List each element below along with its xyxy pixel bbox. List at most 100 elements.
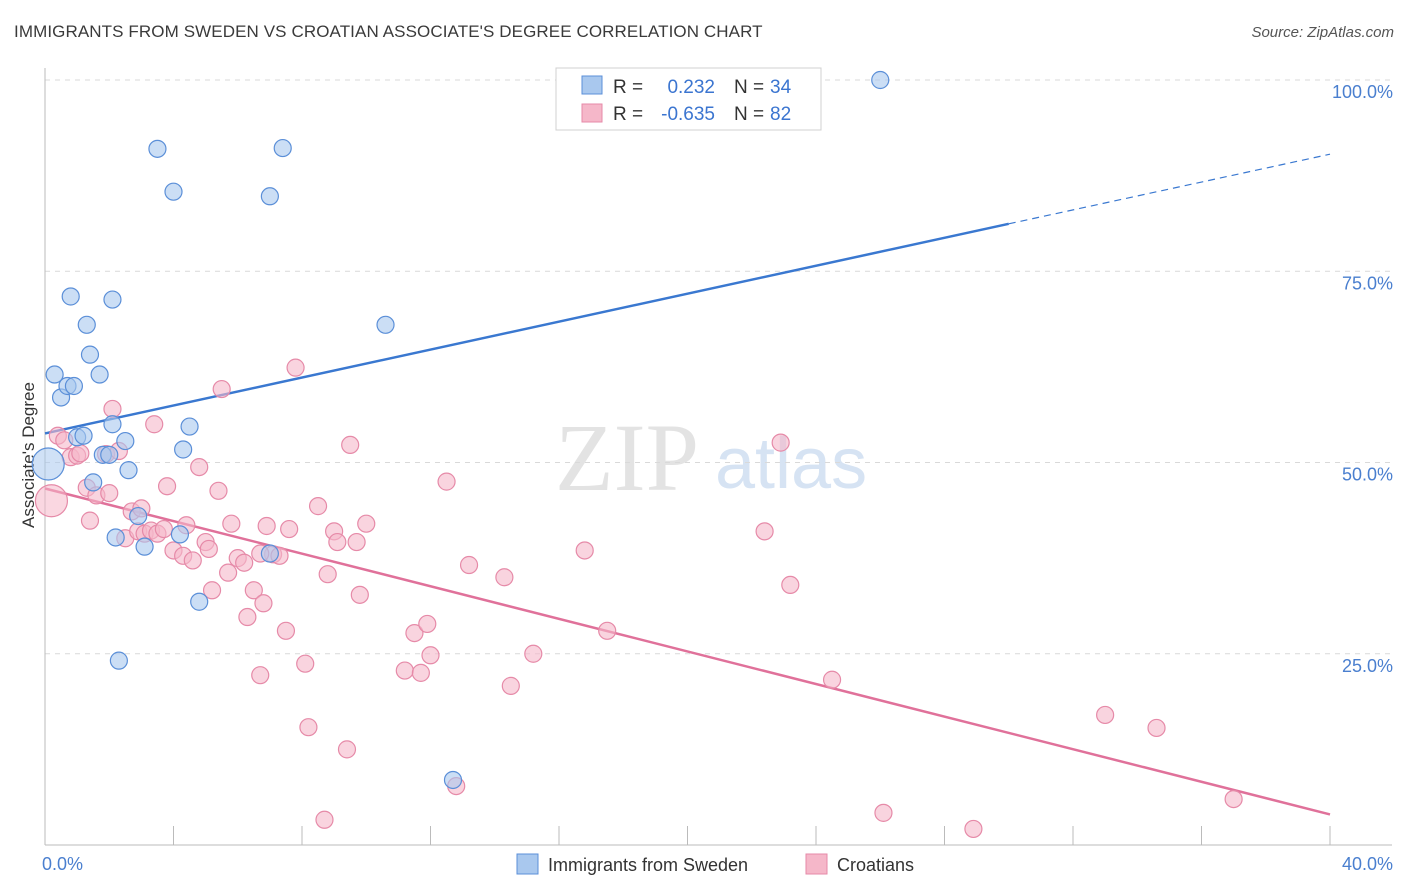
croatians-point [964, 819, 983, 839]
croatians-point [190, 457, 209, 477]
croatians-point [781, 575, 800, 595]
y-tick-label: 100.0% [1332, 82, 1393, 102]
sweden-point [103, 415, 122, 434]
croatians-point [421, 646, 440, 665]
sweden-point [103, 290, 122, 309]
croatians-point [347, 532, 366, 552]
croatians-point [395, 661, 414, 680]
croatians-point [755, 522, 774, 541]
croatians-point [219, 563, 238, 582]
sweden-point [871, 70, 890, 90]
sweden-point [174, 440, 193, 459]
croatians-point [222, 514, 241, 533]
series-legend-swatch-croatians [805, 853, 828, 875]
croatians-point [501, 676, 520, 695]
legend-n-label-1: N = [734, 77, 764, 98]
chart-title: IMMIGRANTS FROM SWEDEN VS CROATIAN ASSOC… [14, 22, 763, 41]
sweden-point [129, 506, 148, 526]
sweden-point [443, 770, 463, 790]
croatians-point [524, 644, 543, 663]
legend-r-value-1: 0.232 [667, 77, 715, 98]
croatians-point [286, 358, 305, 377]
croatians-point [254, 594, 273, 613]
croatians-point [157, 477, 177, 496]
sweden-point [61, 287, 80, 306]
croatians-point [598, 621, 617, 640]
series-legend-swatch-sweden [516, 853, 539, 875]
croatians-point [1147, 718, 1166, 738]
sweden-point [260, 544, 279, 563]
series-legend-label-croatians: Croatians [837, 855, 914, 875]
sweden-point [80, 345, 100, 364]
tick-labels: 25.0% 50.0% 75.0% 100.0% 0.0% 40.0% [42, 82, 1393, 874]
legend-n-value-2: 82 [770, 104, 791, 125]
stats-legend: R = 0.232 N = 34 R = -0.635 N = 82 [555, 67, 822, 131]
croatians-point [341, 435, 360, 455]
watermark-zip: ZIP [555, 404, 699, 511]
croatians-point [1096, 705, 1115, 725]
croatians-point [145, 415, 164, 434]
croatians-point [238, 607, 257, 627]
sweden-point [148, 139, 167, 158]
watermark-atlas: atlas [715, 424, 867, 504]
croatians-point [337, 740, 357, 759]
croatians-point [209, 481, 228, 500]
croatians-point [34, 484, 69, 518]
croatians-point [183, 551, 202, 570]
legend-r-value-2: -0.635 [661, 104, 715, 125]
croatians-point [318, 565, 337, 584]
croatians-point [328, 532, 347, 552]
sweden-point [376, 315, 395, 334]
croatians-point [296, 654, 315, 673]
sweden-point [273, 138, 292, 158]
sweden-points [31, 70, 890, 790]
sweden-point [190, 592, 209, 611]
legend-r-label-2: R = [613, 104, 643, 125]
y-tick-label: 25.0% [1342, 656, 1393, 676]
series-legend-label-sweden: Immigrants from Sweden [548, 855, 748, 875]
croatians-point [103, 399, 122, 419]
croatians-point [308, 497, 328, 516]
croatians-point [212, 379, 231, 399]
croatians-point [80, 511, 100, 530]
sweden-point [135, 537, 154, 556]
croatians-point [874, 803, 893, 822]
sweden-point [77, 315, 96, 334]
legend-swatch-sweden [581, 75, 603, 95]
x-tick-label: 40.0% [1342, 854, 1393, 874]
sweden-point [109, 651, 128, 670]
croatians-point [459, 555, 479, 575]
y-tick-label: 50.0% [1342, 465, 1393, 485]
sweden-point [31, 447, 65, 481]
sweden-point [90, 365, 109, 384]
sweden-point [84, 473, 103, 492]
croatians-point [199, 539, 218, 559]
x-tick-label: 0.0% [42, 854, 83, 874]
croatians-point [350, 585, 369, 604]
sweden-point [180, 417, 199, 436]
sweden-trend-extension [1008, 153, 1331, 225]
croatians-point [437, 472, 456, 491]
sweden-point [45, 365, 64, 384]
croatians-point [771, 433, 790, 452]
sweden-point [170, 525, 190, 544]
croatians-trend-line [44, 487, 1331, 816]
croatians-point [405, 623, 424, 643]
sweden-point [164, 182, 183, 201]
sweden-point [64, 376, 84, 396]
croatians-point [202, 581, 222, 600]
croatians-point [244, 581, 263, 600]
sweden-point [260, 187, 279, 206]
croatians-point [100, 484, 119, 503]
croatians-points [34, 358, 1243, 839]
legend-r-label-1: R = [613, 77, 643, 98]
sweden-point [106, 528, 125, 547]
y-axis-label: Associate's Degree [19, 382, 38, 528]
croatians-point [280, 519, 299, 539]
sweden-point [74, 426, 93, 445]
sweden-point [119, 461, 138, 480]
legend-swatch-croatians [581, 103, 603, 123]
trend-lines [44, 153, 1331, 816]
croatians-point [357, 514, 376, 533]
